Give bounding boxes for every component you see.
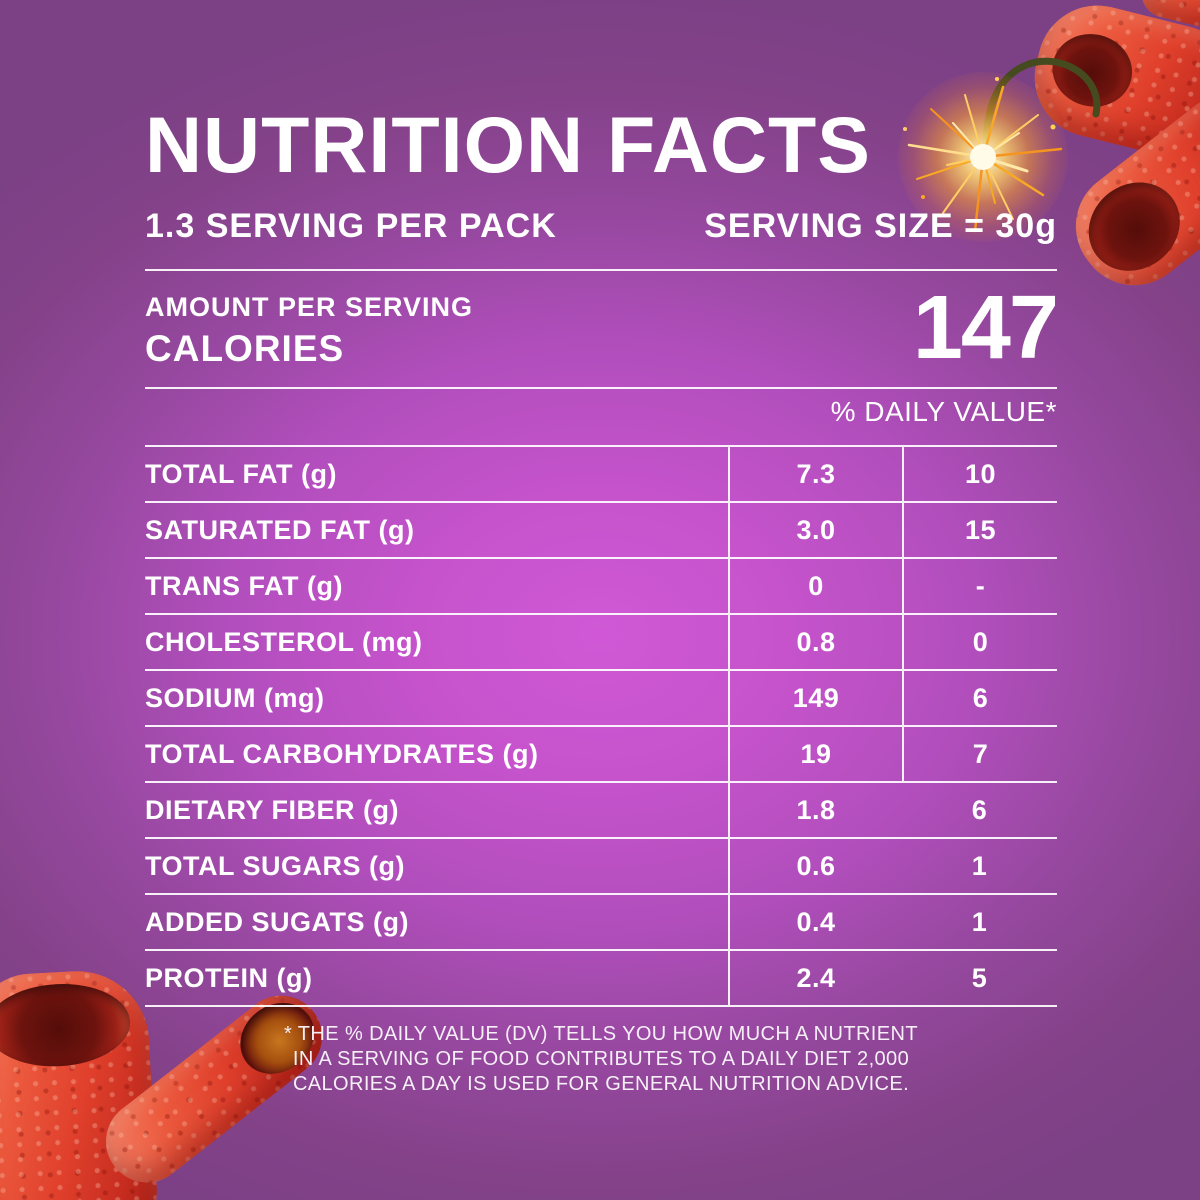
nutrient-dv: 10 (902, 447, 1057, 501)
divider-line (145, 387, 1057, 389)
nutrient-label: TOTAL CARBOHYDRATES (g) (145, 738, 539, 769)
nutrient-value: 0.4 (728, 895, 902, 949)
nutrient-dv: 15 (902, 503, 1057, 557)
nutrient-label: SATURATED FAT (g) (145, 514, 415, 545)
table-row: TOTAL FAT (g) 7.3 10 (145, 447, 1057, 503)
nutrient-value: 19 (728, 727, 902, 781)
nutrient-value: 7.3 (728, 447, 902, 501)
table-row: TRANS FAT (g) 0 - (145, 559, 1057, 615)
nutrient-value: 3.0 (728, 503, 902, 557)
table-row: TOTAL SUGARS (g) 0.6 1 (145, 839, 1057, 895)
nutrient-dv: 1 (971, 906, 988, 937)
calories-label: CALORIES (145, 328, 345, 369)
sparkler-icon (903, 77, 1063, 233)
servings-per-pack-label: 1.3 SERVING PER PACK (145, 207, 557, 245)
nutrient-label: CHOLESTEROL (mg) (145, 626, 423, 657)
nutrient-label: PROTEIN (g) (145, 962, 313, 993)
nutrient-dv: - (902, 559, 1057, 613)
amount-per-serving-label: AMOUNT PER SERVING (145, 292, 474, 322)
nutrient-dv: 6 (971, 794, 988, 825)
daily-value-footnote: * THE % DAILY VALUE (DV) TELLS YOU HOW M… (145, 1022, 1057, 1097)
nutrient-value: 0.8 (728, 615, 902, 669)
table-row: SODIUM (mg) 149 6 (145, 671, 1057, 727)
nutrient-label: TRANS FAT (g) (145, 570, 343, 601)
footnote-line: * THE % DAILY VALUE (DV) TELLS YOU HOW M… (284, 1023, 918, 1045)
table-row: TOTAL CARBOHYDRATES (g) 19 7 (145, 727, 1057, 783)
table-row: ADDED SUGATS (g) 0.4 1 (145, 895, 1057, 951)
serving-size-label: SERVING SIZE = 30g (704, 207, 1057, 245)
page-title: NUTRITION FACTS (145, 100, 871, 189)
footnote-line: CALORIES A DAY IS USED FOR GENERAL NUTRI… (292, 1073, 910, 1095)
serving-info-row: 1.3 SERVING PER PACK SERVING SIZE = 30g (145, 207, 1057, 246)
nutrient-dv: 1 (971, 850, 988, 881)
table-row: CHOLESTEROL (mg) 0.8 0 (145, 615, 1057, 671)
label-content: NUTRITION FACTS 1.3 SERVING PER PACK SER… (145, 0, 1059, 1200)
nutrient-value: 0.6 (728, 839, 902, 893)
footnote-line: IN A SERVING OF FOOD CONTRIBUTES TO A DA… (292, 1048, 910, 1070)
divider-line (145, 269, 1057, 271)
nutrient-value: 149 (728, 671, 902, 725)
nutrient-value: 2.4 (728, 951, 902, 1005)
nutrient-dv: 5 (971, 962, 988, 993)
nutrient-label: TOTAL FAT (g) (145, 458, 337, 489)
nutrient-label: DIETARY FIBER (g) (145, 794, 399, 825)
table-row: PROTEIN (g) 2.4 5 (145, 951, 1057, 1007)
calories-value: 147 (912, 278, 1059, 378)
nutrient-label: SODIUM (mg) (145, 682, 325, 713)
nutrient-label: TOTAL SUGARS (g) (145, 850, 405, 881)
table-row: SATURATED FAT (g) 3.0 15 (145, 503, 1057, 559)
daily-value-header: % DAILY VALUE* (830, 396, 1057, 427)
nutrient-value: 1.8 (728, 783, 902, 837)
nutrient-dv: 7 (902, 727, 1057, 781)
table-row: DIETARY FIBER (g) 1.8 6 (145, 783, 1057, 839)
nutrient-label: ADDED SUGATS (g) (145, 906, 409, 937)
nutrient-value: 0 (728, 559, 902, 613)
nutrient-dv: 6 (902, 671, 1057, 725)
chip-opening (0, 980, 133, 1070)
nutrient-dv: 0 (902, 615, 1057, 669)
nutrition-table: TOTAL FAT (g) 7.3 10 SATURATED FAT (g) 3… (145, 445, 1057, 1007)
